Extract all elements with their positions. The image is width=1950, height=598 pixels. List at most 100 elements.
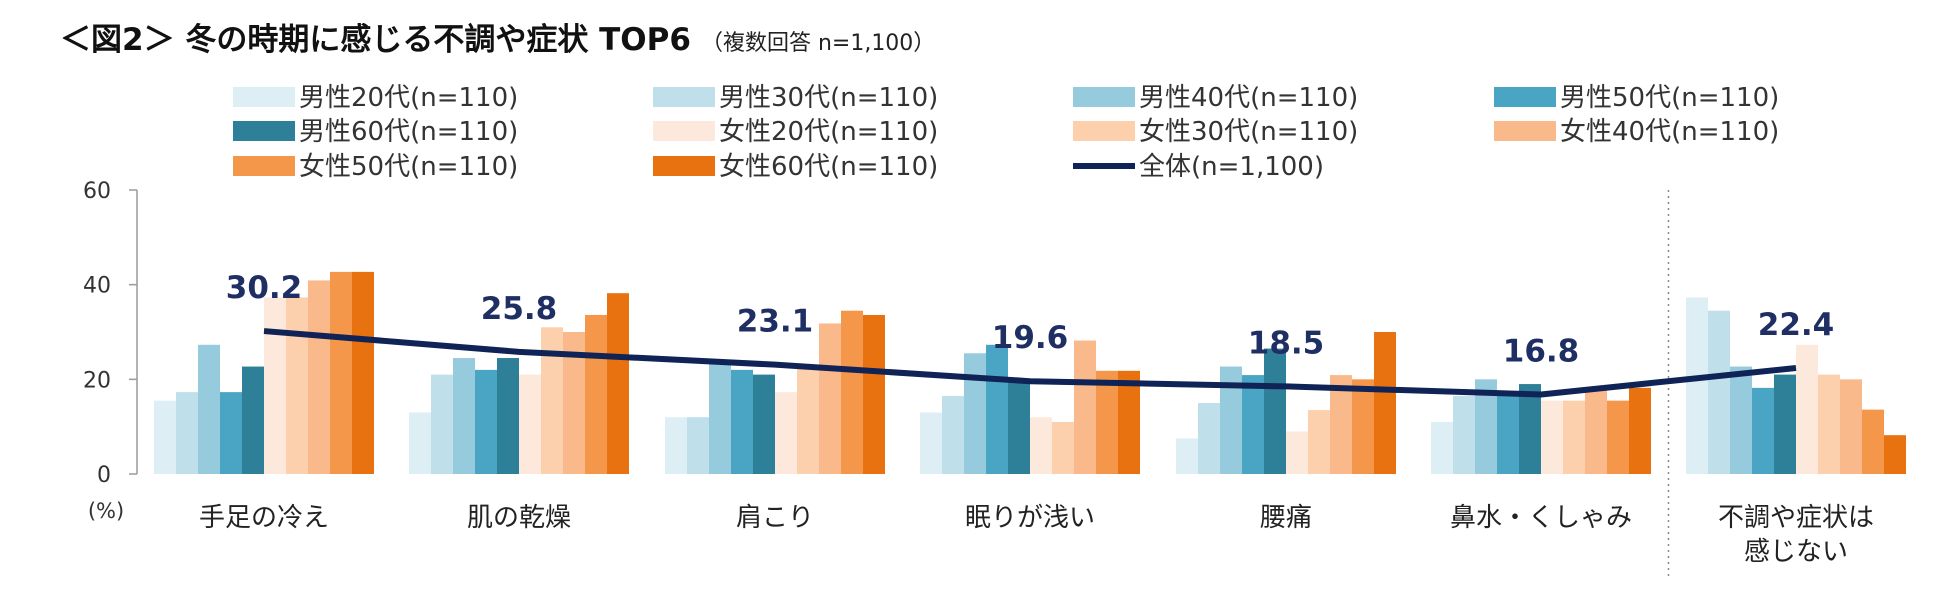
legend-label: 男性30代(n=110) — [719, 83, 938, 113]
bar — [497, 358, 519, 474]
y-tick-label: 0 — [97, 463, 111, 488]
overall-line: 30.2 25.8 23.1 19.6 18.5 16.8 22.4 — [226, 270, 1835, 398]
y-axis: 0 20 40 60 (%) — [83, 179, 1670, 580]
bar — [1264, 348, 1286, 474]
legend-label: 女性40代(n=110) — [1560, 117, 1779, 147]
legend-label: 男性40代(n=110) — [1139, 83, 1358, 113]
bar — [198, 344, 220, 474]
bar — [1176, 438, 1198, 474]
bar — [475, 369, 497, 474]
bar — [1308, 410, 1330, 474]
bar — [863, 314, 885, 474]
bar — [1286, 431, 1308, 474]
bar — [775, 392, 797, 474]
bar — [665, 417, 687, 474]
bar — [920, 412, 942, 474]
data-label: 19.6 — [992, 320, 1069, 356]
bars — [154, 271, 1906, 474]
bar — [1198, 403, 1220, 474]
y-axis-unit-label: (%) — [88, 499, 124, 523]
bar — [1607, 400, 1629, 474]
bar — [1330, 375, 1352, 474]
legend-swatch — [653, 156, 715, 176]
bar — [1096, 370, 1118, 474]
chart-title: ＜図2＞ 冬の時期に感じる不調や症状 TOP6 （複数回答 n=1,100） — [60, 14, 935, 59]
bar — [585, 314, 607, 474]
legend-swatch — [233, 87, 295, 107]
legend-swatch — [1073, 121, 1135, 141]
legend-label: 女性20代(n=110) — [719, 117, 938, 147]
bar — [1884, 435, 1906, 474]
bar — [409, 412, 431, 474]
bar — [1708, 310, 1730, 474]
legend-swatch — [233, 121, 295, 141]
data-label: 23.1 — [737, 304, 814, 340]
y-tick-label: 60 — [83, 179, 111, 204]
bar — [541, 327, 563, 474]
bar — [264, 297, 286, 474]
bar — [308, 280, 330, 474]
legend-swatch — [653, 87, 715, 107]
bar — [1352, 379, 1374, 474]
category-label: 手足の冷え — [199, 503, 329, 533]
category-label: 肩こり — [736, 503, 814, 533]
legend-label: 女性60代(n=110) — [719, 152, 938, 182]
bar — [286, 297, 308, 474]
bar — [1774, 374, 1796, 474]
legend-swatch — [1073, 87, 1135, 107]
category-label: 肌の乾燥 — [467, 503, 571, 533]
bar — [1563, 400, 1585, 474]
bar — [1220, 366, 1242, 474]
bar — [1519, 384, 1541, 474]
data-label: 22.4 — [1758, 307, 1835, 343]
bar — [709, 362, 731, 474]
bar — [1629, 387, 1651, 474]
legend-label: 女性50代(n=110) — [299, 152, 518, 182]
bar — [519, 374, 541, 474]
bar — [1453, 395, 1475, 474]
chart-title-main: ＜図2＞ 冬の時期に感じる不調や症状 TOP6 — [60, 22, 691, 58]
bar — [1242, 375, 1264, 474]
data-label: 30.2 — [226, 270, 303, 306]
legend-swatch — [1494, 121, 1556, 141]
bar — [352, 271, 374, 474]
data-label: 16.8 — [1503, 333, 1580, 369]
bar — [819, 323, 841, 474]
bar — [942, 395, 964, 474]
legend-label: 女性30代(n=110) — [1139, 117, 1358, 147]
bar — [964, 353, 986, 474]
bar — [431, 374, 453, 474]
bar — [1752, 387, 1774, 474]
category-label: 眠りが浅い — [965, 503, 1095, 533]
bar — [1431, 421, 1453, 474]
bar — [1541, 400, 1563, 474]
category-label: 鼻水・くしゃみ — [1450, 503, 1632, 533]
bar — [453, 358, 475, 474]
legend-swatch — [1494, 87, 1556, 107]
y-tick-label: 40 — [83, 274, 111, 299]
bar — [1818, 374, 1840, 474]
bar — [330, 271, 352, 474]
chart-subtitle: （複数回答 n=1,100） — [700, 31, 936, 56]
data-label: 25.8 — [481, 291, 558, 327]
bar — [154, 400, 176, 474]
legend-label: 男性20代(n=110) — [299, 83, 518, 113]
legend: 男性20代(n=110) 男性30代(n=110) 男性40代(n=110) 男性50… — [233, 83, 1779, 182]
bar — [1497, 392, 1519, 474]
category-label: 不調や症状は — [1718, 503, 1874, 533]
bar — [797, 366, 819, 474]
bar — [1730, 366, 1752, 474]
legend-swatch — [653, 121, 715, 141]
legend-label: 男性60代(n=110) — [299, 117, 518, 147]
legend-label: 全体(n=1,100) — [1139, 152, 1324, 182]
bar — [220, 392, 242, 474]
bar — [1796, 344, 1818, 474]
bar — [607, 293, 629, 474]
bar — [1074, 340, 1096, 474]
bar — [986, 344, 1008, 474]
data-label: 18.5 — [1248, 325, 1325, 361]
bar — [1118, 370, 1140, 474]
bar — [176, 392, 198, 474]
